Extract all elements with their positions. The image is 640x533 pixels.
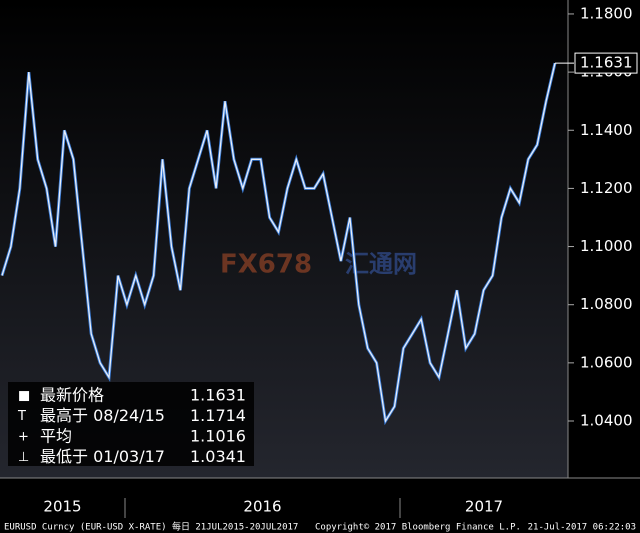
legend-icon: ■ <box>18 389 30 404</box>
last-price-box <box>574 52 638 74</box>
x-year-label: 2017 <box>465 498 503 516</box>
legend-value: 1.1016 <box>190 427 246 446</box>
watermark: FX678 <box>220 250 312 280</box>
legend-label: 平均 <box>40 427 72 446</box>
x-year-label: 2016 <box>243 498 281 516</box>
footer-left: EURUSD Curncy (EUR-USD X-RATE) 每日 21JUL2… <box>4 521 298 533</box>
last-price-label: 1.1631 <box>580 54 633 72</box>
y-tick-label: 1.1200 <box>580 179 633 197</box>
legend-label: 最低于 01/03/17 <box>40 447 165 466</box>
legend-value: 1.0341 <box>190 447 246 466</box>
legend-icon: + <box>18 430 29 445</box>
y-tick-label: 1.1000 <box>580 237 633 255</box>
y-tick-label: 1.1800 <box>580 4 633 22</box>
legend-icon: T <box>17 409 26 424</box>
legend-box <box>8 382 254 466</box>
legend-label: 最高于 08/24/15 <box>40 406 165 425</box>
footer-center: Copyright© 2017 Bloomberg Finance L.P. <box>315 523 521 533</box>
legend-value: 1.1714 <box>190 406 246 425</box>
legend-label: 最新价格 <box>40 386 104 405</box>
legend-value: 1.1631 <box>190 386 246 405</box>
legend-icon: ⊥ <box>18 450 29 465</box>
y-tick-label: 1.0600 <box>580 353 633 371</box>
y-tick-label: 1.0400 <box>580 412 633 430</box>
footer-right: 21-Jul-2017 06:22:03 <box>528 523 636 533</box>
y-tick-label: 1.0800 <box>580 295 633 313</box>
price-line <box>1 62 556 423</box>
y-tick-label: 1.1400 <box>580 121 633 139</box>
x-year-label: 2015 <box>43 498 81 516</box>
